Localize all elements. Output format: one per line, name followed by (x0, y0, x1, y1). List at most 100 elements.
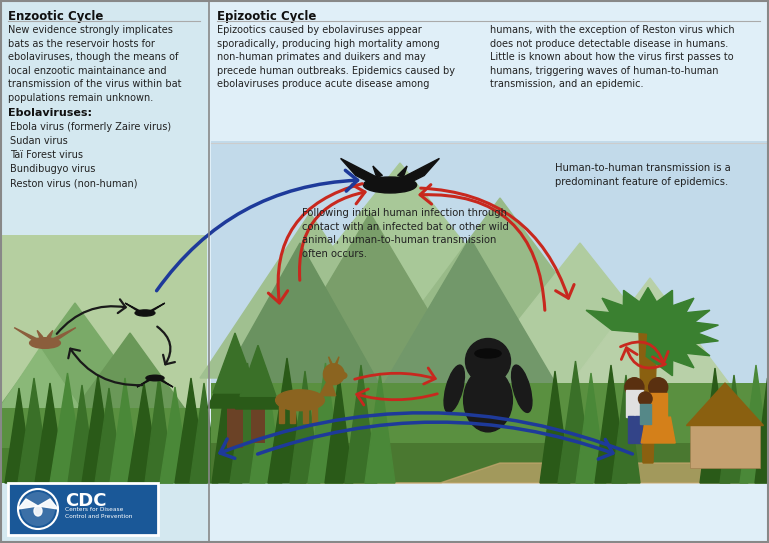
Polygon shape (210, 243, 390, 403)
Polygon shape (373, 166, 382, 178)
Bar (640, 403, 651, 424)
Polygon shape (268, 358, 306, 483)
Polygon shape (755, 378, 769, 483)
Polygon shape (38, 499, 58, 509)
Polygon shape (648, 333, 694, 368)
Text: New evidence strongly implicates
bats as the reservoir hosts for
ebolaviruses, t: New evidence strongly implicates bats as… (8, 25, 181, 103)
Polygon shape (260, 213, 480, 398)
Bar (635, 416, 642, 443)
Polygon shape (365, 373, 395, 483)
Polygon shape (95, 388, 123, 483)
Polygon shape (648, 333, 710, 356)
Polygon shape (300, 463, 760, 483)
Polygon shape (308, 363, 343, 483)
Polygon shape (200, 213, 420, 378)
Polygon shape (341, 159, 386, 183)
Polygon shape (125, 303, 144, 313)
Text: Reston virus (non-human): Reston virus (non-human) (10, 178, 138, 188)
Bar (211, 443, 767, 483)
Circle shape (465, 338, 511, 383)
Polygon shape (595, 365, 627, 483)
Polygon shape (370, 198, 630, 373)
Circle shape (21, 492, 55, 526)
Bar (628, 416, 634, 443)
Polygon shape (641, 417, 675, 443)
Polygon shape (235, 358, 281, 409)
Polygon shape (648, 298, 694, 333)
Polygon shape (37, 330, 43, 338)
Polygon shape (47, 330, 53, 338)
Polygon shape (687, 383, 764, 426)
Bar (302, 400, 308, 423)
Bar (290, 400, 295, 423)
Polygon shape (634, 287, 662, 333)
Polygon shape (47, 327, 76, 342)
Polygon shape (18, 499, 38, 509)
Circle shape (324, 364, 345, 384)
Polygon shape (646, 291, 673, 333)
Bar (209, 0, 769, 543)
Ellipse shape (444, 365, 464, 412)
Polygon shape (370, 238, 570, 408)
Circle shape (649, 378, 667, 397)
Polygon shape (5, 388, 33, 483)
Ellipse shape (146, 375, 164, 381)
Polygon shape (648, 320, 718, 338)
Polygon shape (128, 383, 160, 483)
Polygon shape (560, 278, 740, 398)
Circle shape (638, 392, 652, 406)
Text: humans, with the exception of Reston virus which
does not produce detectable dis: humans, with the exception of Reston vir… (490, 25, 734, 90)
Polygon shape (648, 310, 710, 333)
Polygon shape (540, 371, 570, 483)
Polygon shape (646, 333, 673, 376)
Polygon shape (65, 333, 195, 423)
Polygon shape (250, 368, 282, 483)
Bar (649, 393, 667, 417)
Text: Taï Forest virus: Taï Forest virus (10, 150, 83, 160)
Polygon shape (576, 373, 606, 483)
Ellipse shape (29, 338, 61, 348)
Bar (279, 400, 285, 423)
Polygon shape (639, 333, 657, 463)
Polygon shape (345, 365, 377, 483)
Polygon shape (319, 377, 336, 396)
Polygon shape (18, 378, 50, 483)
Polygon shape (465, 243, 695, 388)
Polygon shape (398, 166, 407, 178)
Text: Sudan virus: Sudan virus (10, 136, 68, 146)
Bar (251, 401, 265, 443)
Bar (2, 2, 207, 233)
Bar (690, 421, 760, 468)
Polygon shape (240, 345, 276, 396)
Bar (2, 448, 207, 483)
Text: Epizootic Cycle: Epizootic Cycle (217, 10, 316, 23)
Bar (0, 0, 209, 543)
Polygon shape (68, 385, 96, 483)
Bar (211, 141, 767, 483)
Polygon shape (602, 298, 648, 333)
Ellipse shape (364, 177, 417, 193)
Polygon shape (648, 328, 718, 346)
Polygon shape (290, 371, 320, 483)
Polygon shape (612, 375, 640, 483)
Polygon shape (623, 291, 650, 333)
Polygon shape (213, 333, 257, 393)
Text: Following initial human infection through
contact with an infected bat or other : Following initial human infection throug… (302, 208, 509, 259)
Bar (311, 400, 317, 423)
Polygon shape (160, 387, 190, 483)
Polygon shape (740, 365, 769, 483)
Ellipse shape (135, 310, 155, 316)
Bar (227, 398, 243, 448)
Text: Human-to-human transmission is a
predominant feature of epidemics.: Human-to-human transmission is a predomi… (555, 163, 731, 187)
Polygon shape (156, 378, 173, 387)
Ellipse shape (338, 372, 347, 379)
Polygon shape (335, 357, 339, 366)
Text: Enzootic Cycle: Enzootic Cycle (8, 10, 103, 23)
Polygon shape (240, 163, 560, 363)
Ellipse shape (511, 365, 532, 412)
Text: Centers for Disease
Control and Prevention: Centers for Disease Control and Preventi… (65, 507, 132, 519)
Polygon shape (137, 378, 154, 387)
Polygon shape (325, 375, 353, 483)
Bar (625, 390, 643, 417)
Text: Bundibugyo virus: Bundibugyo virus (10, 164, 95, 174)
